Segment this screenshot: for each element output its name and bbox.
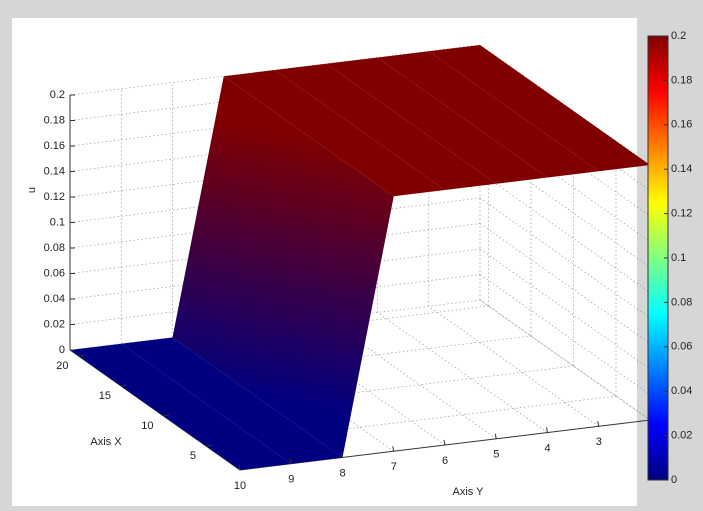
grid-line <box>479 146 651 268</box>
z-tick-label: 0.06 <box>44 267 65 279</box>
surface-patch <box>70 343 292 470</box>
colorbar-tick-label: 0.04 <box>671 385 692 397</box>
y-tick <box>443 439 446 446</box>
colorbar-tick-label: 0.08 <box>671 296 692 308</box>
y-tick-label: 4 <box>544 442 550 454</box>
surface-patch <box>223 70 445 197</box>
y-tick-label: 10 <box>234 480 246 492</box>
colorbar-tick-label: 0.06 <box>671 341 692 353</box>
surface-patch <box>428 45 650 172</box>
grid-line <box>69 274 481 325</box>
z-tick-label: 0.1 <box>50 216 65 228</box>
colorbar-tick-label: 0.16 <box>671 119 692 131</box>
grid-line <box>479 274 651 395</box>
grid-line <box>377 312 548 433</box>
y-tick <box>289 458 292 464</box>
y-tick-label: 3 <box>596 436 602 448</box>
y-tick <box>341 452 343 458</box>
colorbar-tick-label: 0.14 <box>671 163 692 175</box>
x-axis-label: Axis X <box>90 436 122 448</box>
grid-line <box>479 299 651 421</box>
y-tick <box>238 464 241 471</box>
colorbar-tick-label: 0.02 <box>671 430 692 442</box>
grid-line <box>479 223 651 344</box>
x-tick <box>163 414 170 417</box>
z-tick-label: 0.18 <box>44 114 65 126</box>
colorbar-tick-label: 0 <box>671 474 677 486</box>
y-axis-label: Axis Y <box>453 486 485 498</box>
grid-line <box>69 44 481 96</box>
y-tick <box>494 433 497 439</box>
x-tick-label: 5 <box>190 450 196 462</box>
x-tick <box>120 384 128 387</box>
y-tick-label: 9 <box>288 474 294 486</box>
grid-line <box>479 197 651 319</box>
y-tick-label: 7 <box>391 461 397 473</box>
grid-line <box>69 197 481 249</box>
x-tick-label: 15 <box>99 390 111 402</box>
y-tick-label: 5 <box>493 449 499 461</box>
z-tick-label: 0 <box>59 344 65 356</box>
x-tick-label: 20 <box>56 360 68 372</box>
colorbar-tick-label: 0.1 <box>671 252 686 264</box>
colorbar-tick-label: 0.12 <box>671 208 692 220</box>
grid-line <box>69 223 481 274</box>
y-tick-label: 6 <box>442 455 448 467</box>
grid-line <box>69 299 481 351</box>
z-tick-label: 0.08 <box>44 242 65 254</box>
y-tick <box>597 421 600 427</box>
surface-patch <box>121 337 343 464</box>
surface-patch <box>172 76 394 458</box>
grid-line <box>479 172 651 293</box>
grid-line <box>479 248 651 370</box>
x-tick-label: 10 <box>141 420 153 432</box>
surface-patch <box>275 63 497 190</box>
surface-patch <box>377 51 599 178</box>
colorbar-tick-label: 0.2 <box>671 30 686 42</box>
grid-line <box>428 305 599 427</box>
z-axis-label: u <box>26 187 38 193</box>
z-tick-label: 0.04 <box>44 293 65 305</box>
grid-line <box>479 121 651 242</box>
z-tick-label: 0.16 <box>44 140 65 152</box>
z-tick-label: 0.14 <box>44 165 65 177</box>
y-tick <box>546 427 548 433</box>
x-tick <box>78 354 85 357</box>
x-tick <box>205 444 213 447</box>
colorbar-tick-label: 0.18 <box>671 74 692 86</box>
grid-line <box>69 248 481 300</box>
z-tick-label: 0.12 <box>44 191 65 203</box>
surface-patch <box>326 57 548 184</box>
y-tick <box>392 446 395 452</box>
z-tick-label: 0.2 <box>50 89 65 101</box>
z-tick-label: 0.02 <box>44 318 65 330</box>
y-tick-label: 8 <box>339 467 345 479</box>
